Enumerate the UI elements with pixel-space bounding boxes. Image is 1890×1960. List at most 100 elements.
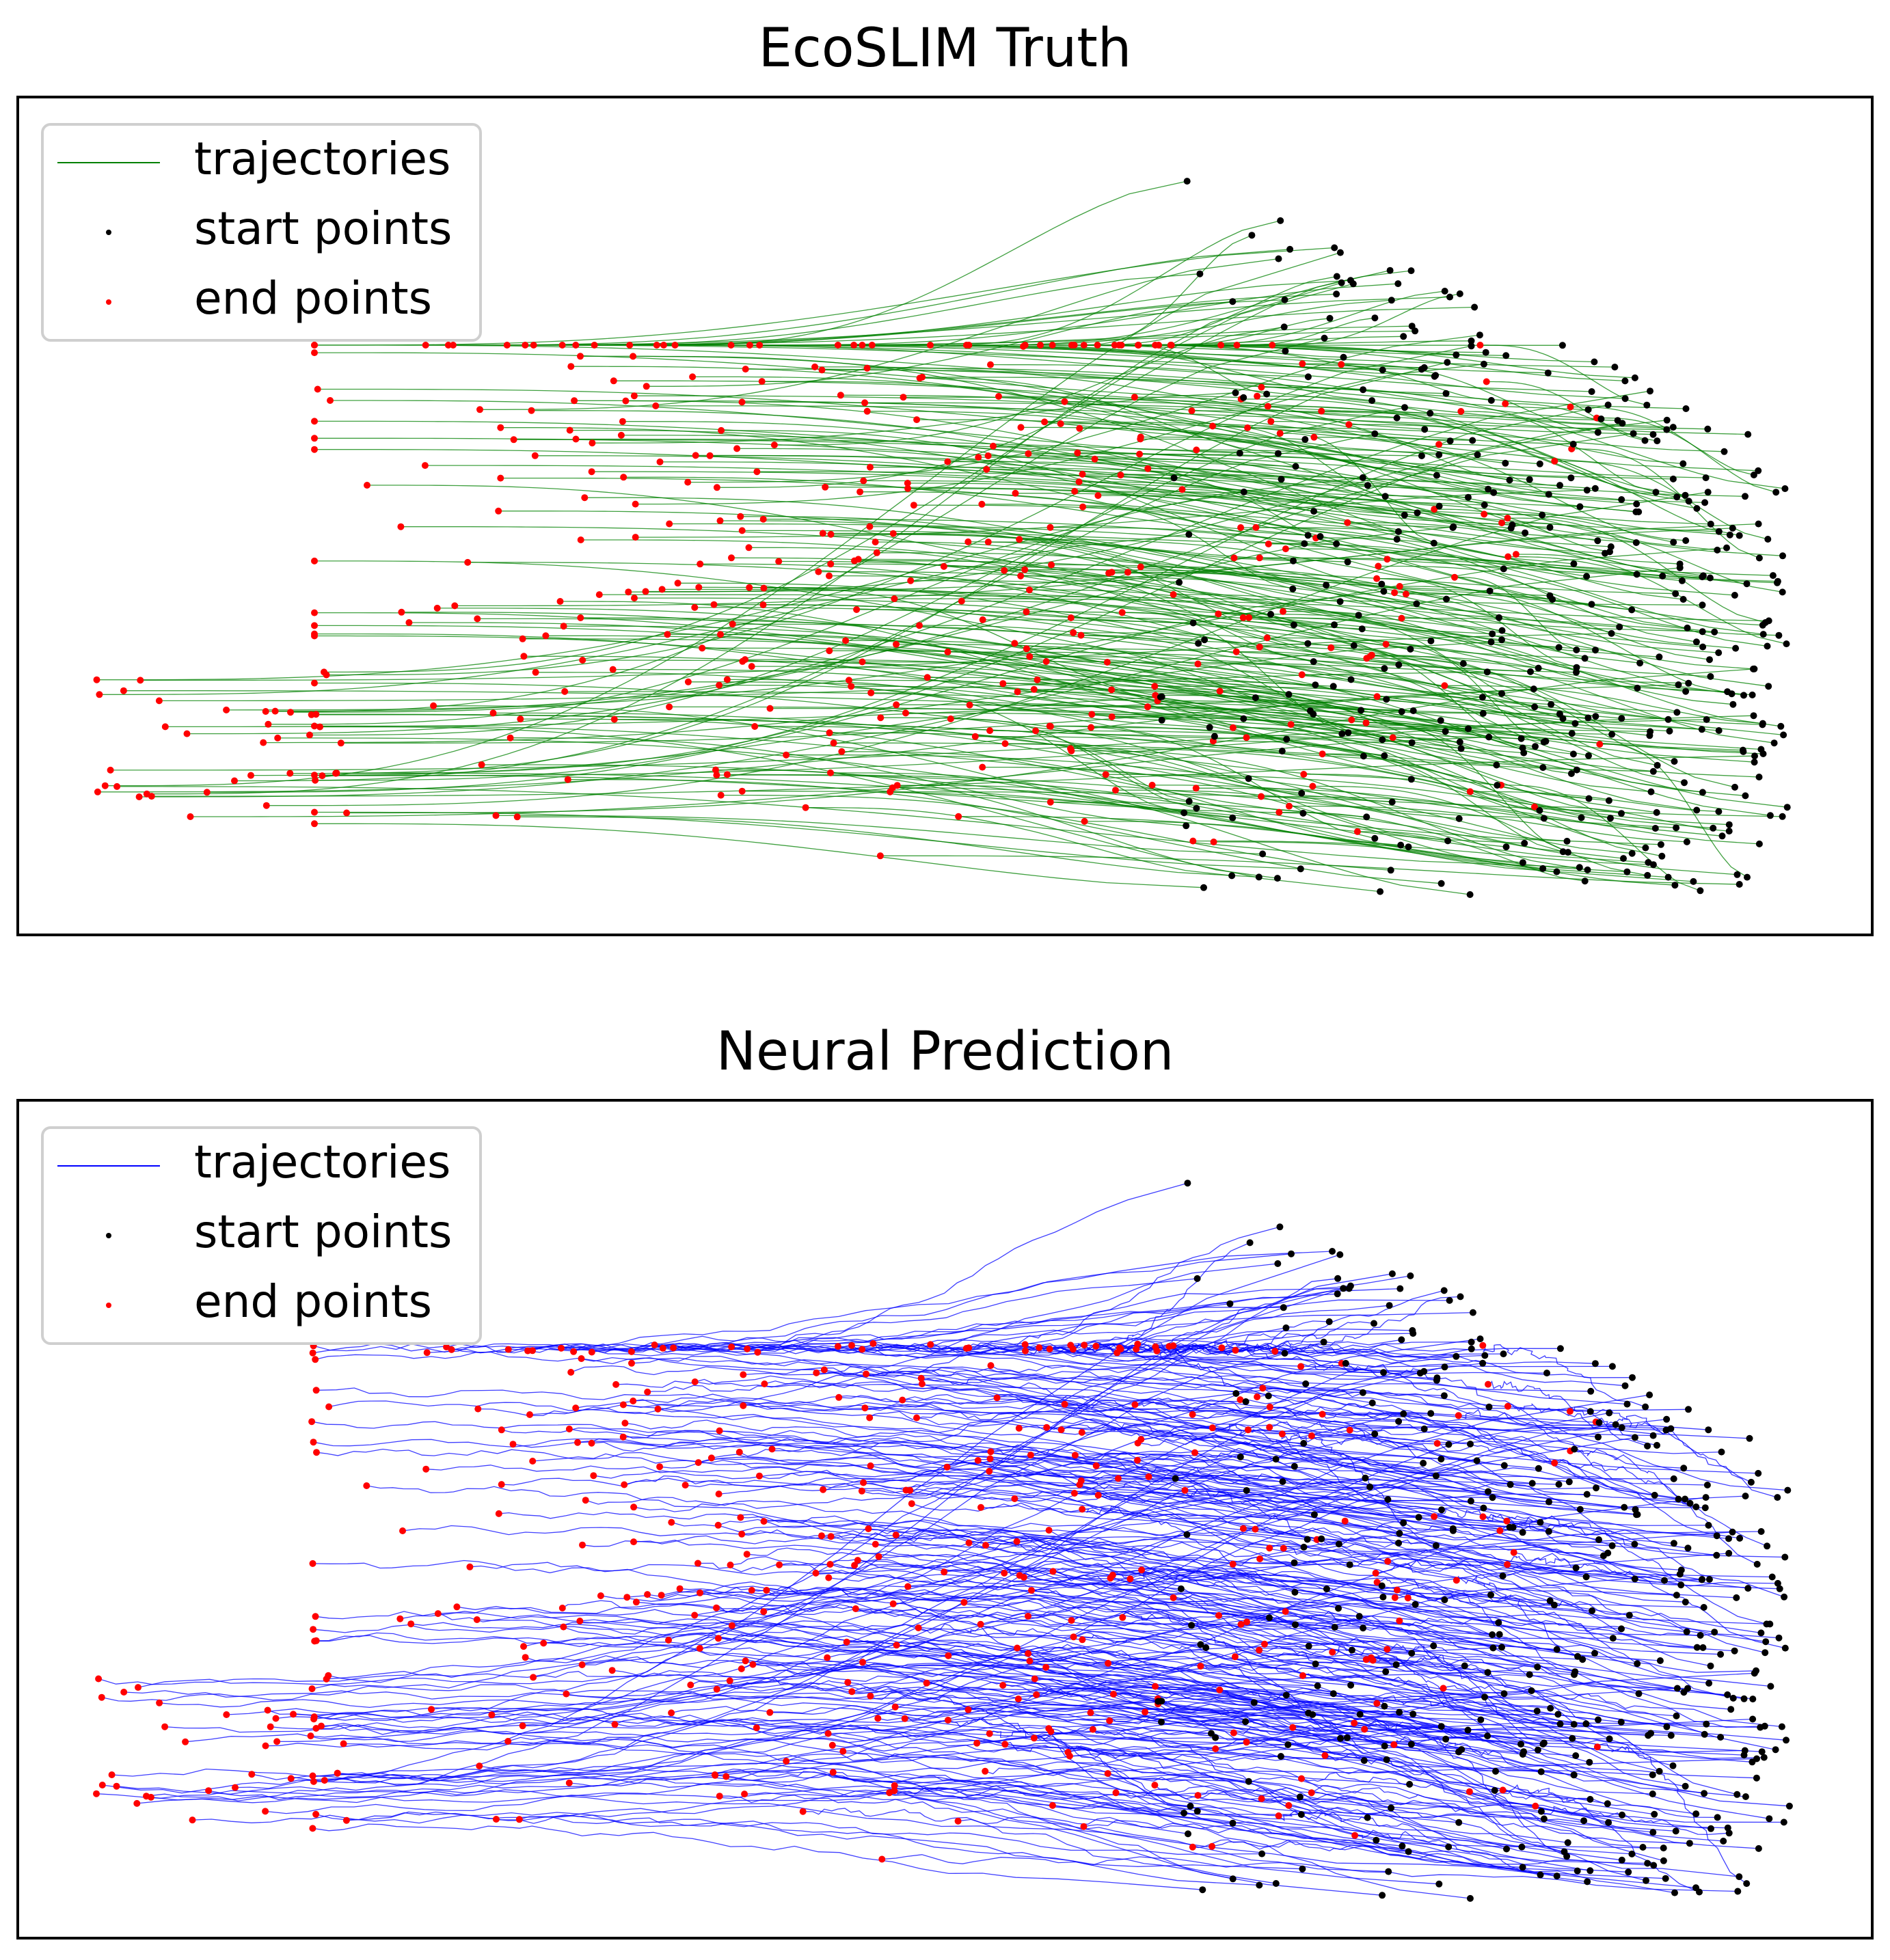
trajectory-line xyxy=(1091,726,1589,800)
trajectory-line xyxy=(779,1562,1434,1646)
trajectory-line xyxy=(1371,1656,1731,1710)
trajectory-line xyxy=(291,1366,1445,1780)
end-point xyxy=(1137,435,1144,443)
end-point xyxy=(927,1341,934,1348)
trajectory-line xyxy=(1026,611,1559,649)
end-point xyxy=(1435,441,1443,448)
start-point xyxy=(1618,1625,1625,1633)
end-point xyxy=(1373,1579,1381,1586)
end-point xyxy=(1144,703,1151,711)
end-point xyxy=(1001,740,1009,748)
start-point xyxy=(1582,1573,1590,1581)
end-point xyxy=(1104,1770,1111,1778)
end-point xyxy=(1373,693,1381,700)
start-point xyxy=(1236,450,1243,457)
start-point xyxy=(1479,694,1486,701)
start-point xyxy=(1642,844,1649,852)
trajectory-line xyxy=(336,772,1661,845)
end-point xyxy=(311,622,318,629)
end-point xyxy=(1383,1646,1391,1653)
start-point xyxy=(1395,661,1403,668)
start-point xyxy=(1714,546,1721,554)
trajectory-line xyxy=(1554,461,1768,540)
start-point xyxy=(1359,1389,1366,1396)
start-point xyxy=(1569,1734,1576,1742)
end-point xyxy=(423,1349,431,1357)
start-point xyxy=(1570,1771,1578,1779)
trajectory-line xyxy=(498,1512,1350,1566)
start-point xyxy=(1594,428,1602,436)
end-point xyxy=(579,657,586,664)
legend-entry-trajectories: trajectories xyxy=(44,126,481,194)
end-point xyxy=(306,731,313,739)
trajectory-line xyxy=(865,402,1749,435)
end-points-series xyxy=(93,342,1604,860)
end-point xyxy=(1152,1683,1159,1690)
trajectory-line xyxy=(1014,1491,1576,1568)
end-point xyxy=(854,1557,861,1564)
start-point xyxy=(1546,592,1554,599)
end-point xyxy=(1192,785,1200,792)
end-point xyxy=(1170,1594,1177,1601)
start-point xyxy=(1243,1487,1250,1494)
start-point xyxy=(1727,1706,1735,1713)
start-point xyxy=(1310,711,1317,718)
trajectory-line xyxy=(833,1771,1470,1899)
start-point xyxy=(1707,520,1714,528)
start-point xyxy=(1296,1793,1304,1801)
start-point xyxy=(1744,1585,1752,1592)
end-point xyxy=(940,562,947,570)
start-point xyxy=(1676,564,1684,571)
end-point xyxy=(311,1637,319,1645)
end-point xyxy=(262,802,270,809)
trajectory-line xyxy=(1371,654,1675,762)
end-point xyxy=(711,1771,718,1778)
trajectory-line xyxy=(1345,1521,1703,1580)
start-point xyxy=(1435,1880,1443,1888)
end-point xyxy=(668,1519,675,1526)
start-point xyxy=(1759,631,1767,638)
end-point xyxy=(1070,1633,1077,1641)
end-point xyxy=(837,392,844,399)
start-point xyxy=(1715,727,1723,734)
end-point xyxy=(1243,1618,1250,1626)
end-point xyxy=(1212,1745,1219,1752)
end-point xyxy=(1023,608,1030,616)
end-point xyxy=(113,782,121,790)
end-point xyxy=(1232,648,1240,655)
start-point xyxy=(1755,467,1762,474)
end-point xyxy=(900,394,907,401)
start-point xyxy=(1584,866,1591,873)
start-point xyxy=(1733,1594,1740,1601)
start-point xyxy=(1699,1644,1707,1651)
end-point xyxy=(820,1486,827,1493)
end-point xyxy=(1353,828,1361,835)
trajectory-line xyxy=(510,737,1187,826)
end-point xyxy=(1107,1575,1114,1582)
start-point xyxy=(1634,1660,1641,1668)
start-point xyxy=(1310,1511,1318,1519)
start-point xyxy=(1344,558,1351,566)
start-point xyxy=(1740,692,1747,699)
start-point xyxy=(1775,631,1783,639)
end-point xyxy=(1466,1788,1473,1795)
trajectory-line xyxy=(1439,444,1740,536)
start-point xyxy=(1427,1410,1435,1417)
start-point xyxy=(1337,1734,1344,1742)
start-point xyxy=(1471,303,1479,311)
start-point xyxy=(1597,416,1605,422)
start-point xyxy=(1779,813,1786,820)
start-point xyxy=(1455,815,1463,822)
start-point xyxy=(1371,314,1379,322)
trajectory-line xyxy=(702,647,1702,730)
end-point xyxy=(684,478,692,486)
start-point xyxy=(1338,730,1346,737)
end-point xyxy=(578,1661,586,1668)
end-point xyxy=(571,397,578,405)
start-point xyxy=(1309,1711,1317,1718)
start-point xyxy=(1573,646,1580,653)
end-point xyxy=(687,1681,694,1689)
end-point xyxy=(713,484,720,491)
start-point xyxy=(1401,511,1408,519)
trajectory-line xyxy=(1193,840,1653,865)
